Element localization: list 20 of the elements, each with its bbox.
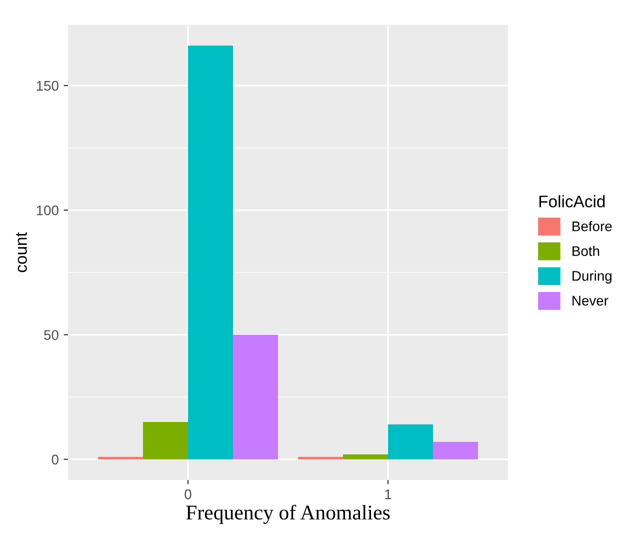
bar xyxy=(233,334,278,460)
y-tick-label: 50 xyxy=(44,330,58,340)
legend-label: Never xyxy=(572,296,608,306)
bar xyxy=(433,442,478,460)
bar xyxy=(98,456,143,460)
bar xyxy=(343,454,388,460)
legend-label: Both xyxy=(572,246,600,256)
y-tick-label: 0 xyxy=(52,454,58,464)
bar xyxy=(188,46,233,460)
y-tick-label: 150 xyxy=(36,80,58,91)
legend-label: Before xyxy=(572,221,612,232)
bar xyxy=(143,422,188,460)
y-axis-title: count xyxy=(16,232,27,272)
bar xyxy=(298,456,343,460)
y-tick-label: 100 xyxy=(36,205,58,216)
legend-label: During xyxy=(572,270,612,284)
x-axis-title: Frequency of Anomalies xyxy=(186,504,390,524)
x-tick-label: 1 xyxy=(385,490,392,500)
legend-title: FolicAcid xyxy=(539,195,605,208)
bar xyxy=(388,424,433,460)
